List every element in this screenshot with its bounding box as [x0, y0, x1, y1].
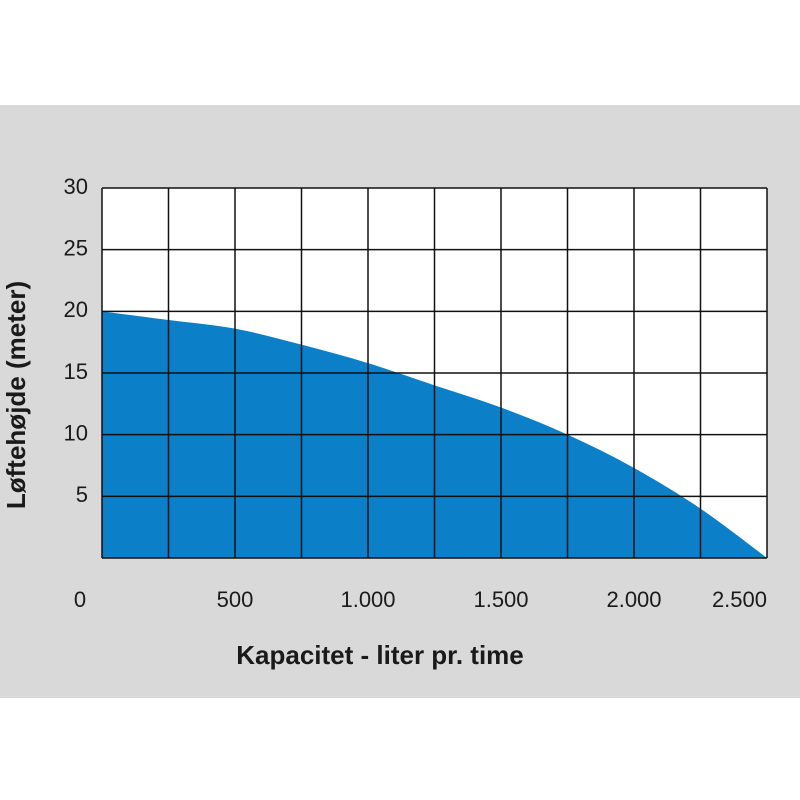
y-tick-label: 20: [64, 297, 88, 322]
y-tick-label: 15: [64, 359, 88, 384]
x-tick-label: 1.000: [340, 587, 395, 612]
x-tick-label: 0: [74, 587, 86, 612]
x-tick-label: 1.500: [473, 587, 528, 612]
y-axis-title: Løftehøjde (meter): [1, 281, 31, 509]
y-tick-label: 5: [76, 482, 88, 507]
x-tick-label: 500: [217, 587, 254, 612]
y-tick-label: 10: [64, 420, 88, 445]
x-tick-label: 2.500: [712, 587, 767, 612]
y-tick-label: 25: [64, 235, 88, 260]
x-tick-label: 2.000: [606, 587, 661, 612]
y-tick-label: 30: [64, 174, 88, 199]
x-axis-title: Kapacitet - liter pr. time: [236, 640, 524, 670]
